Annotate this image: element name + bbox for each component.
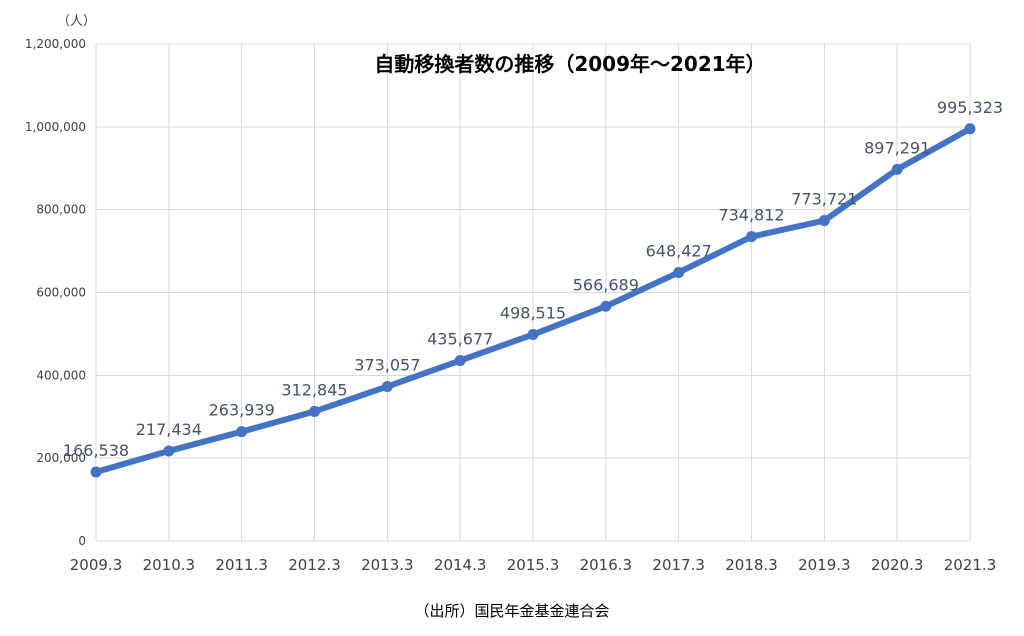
data-point (891, 163, 903, 175)
x-tick-label: 2018.3 (725, 556, 778, 574)
data-label: 897,291 (864, 138, 930, 157)
data-point (454, 355, 466, 367)
data-point (818, 215, 830, 227)
point-layer (90, 123, 976, 478)
data-label: 648,427 (646, 241, 712, 260)
data-point (236, 426, 248, 438)
chart-title: 自動移換者数の推移（2009年～2021年） (374, 52, 765, 76)
x-tick-label: 2013.3 (361, 556, 414, 574)
data-label: 773,721 (791, 190, 857, 209)
x-axis-ticks: 2009.3 2010.3 2011.3 2012.3 2013.3 2014.3 2015… (70, 556, 997, 574)
x-tick-label: 2012.3 (288, 556, 341, 574)
y-tick-label: 200,000 (36, 451, 86, 465)
data-point (673, 266, 685, 278)
data-point (163, 445, 175, 457)
data-label: 734,812 (718, 206, 784, 225)
x-tick-label: 2019.3 (798, 556, 851, 574)
x-tick-label: 2010.3 (143, 556, 196, 574)
y-tick-label: 600,000 (36, 286, 86, 300)
x-tick-label: 2011.3 (215, 556, 268, 574)
data-label: 217,434 (136, 420, 202, 439)
data-point (600, 300, 612, 312)
x-tick-label: 2009.3 (70, 556, 123, 574)
data-label: 995,323 (937, 98, 1003, 117)
data-point (309, 405, 320, 417)
data-label: 566,689 (573, 275, 639, 294)
data-label: 263,939 (209, 401, 275, 420)
data-point (746, 231, 757, 243)
data-point (527, 329, 539, 341)
source-label: （出所）国民年金基金連合会 (414, 602, 609, 620)
y-axis-unit-label: （人） (57, 14, 96, 29)
y-tick-label: 0 (78, 534, 86, 548)
data-point (381, 380, 393, 392)
data-label: 435,677 (427, 330, 493, 349)
data-label: 166,538 (63, 441, 129, 460)
y-axis-ticks: 0 200,000 400,000 600,000 800,000 1,000,000 1,… (25, 37, 86, 548)
x-tick-label: 2021.3 (944, 556, 997, 574)
data-label: 312,845 (281, 380, 347, 399)
y-tick-label: 1,200,000 (25, 37, 86, 51)
x-tick-label: 2017.3 (652, 556, 705, 574)
x-tick-label: 2016.3 (580, 556, 633, 574)
y-tick-label: 800,000 (36, 203, 86, 217)
data-point (90, 466, 102, 478)
x-tick-label: 2014.3 (434, 556, 487, 574)
y-tick-label: 400,000 (36, 368, 86, 382)
data-label: 373,057 (354, 355, 420, 374)
x-tick-label: 2015.3 (507, 556, 560, 574)
data-point (964, 123, 976, 135)
y-tick-label: 1,000,000 (25, 120, 86, 134)
data-label-layer: 166,538 217,434 263,939 312,845 373,057 435,6… (63, 98, 1003, 460)
grid-layer (95, 43, 971, 542)
x-tick-label: 2020.3 (871, 556, 924, 574)
data-label: 498,515 (500, 304, 566, 323)
